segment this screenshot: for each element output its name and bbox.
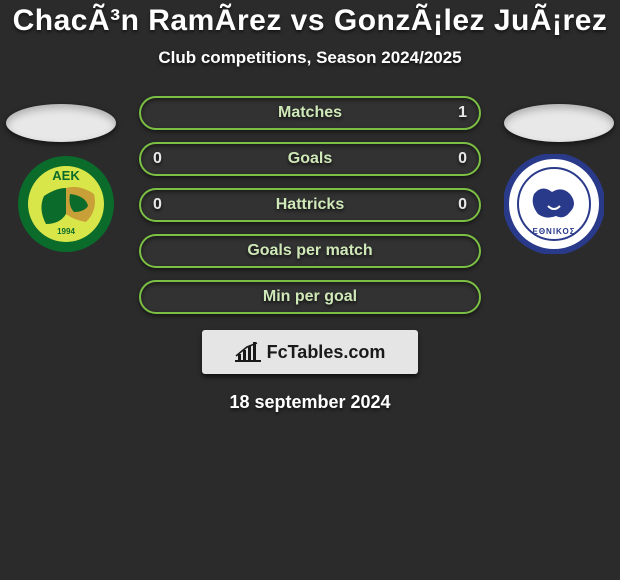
stat-right-value: 0 bbox=[458, 150, 467, 168]
svg-text:1994: 1994 bbox=[57, 227, 75, 236]
player-right-oval bbox=[504, 104, 614, 142]
page-subtitle: Club competitions, Season 2024/2025 bbox=[0, 48, 620, 68]
stat-row-min-per-goal: Min per goal bbox=[139, 280, 481, 314]
stat-label: Matches bbox=[278, 104, 342, 122]
stat-right-value: 1 bbox=[458, 104, 467, 122]
stat-row-hattricks: 0 Hattricks 0 bbox=[139, 188, 481, 222]
branding-inner: FcTables.com bbox=[235, 342, 386, 363]
page-title: ChacÃ³n RamÃ­rez vs GonzÃ¡lez JuÃ¡rez bbox=[0, 4, 620, 38]
stat-rows: Matches 1 0 Goals 0 0 Hattricks 0 Goals … bbox=[139, 96, 481, 314]
stat-label: Goals bbox=[288, 150, 332, 168]
branding-text: FcTables.com bbox=[267, 342, 386, 363]
branding-box: FcTables.com bbox=[202, 330, 418, 374]
svg-text:AEK: AEK bbox=[52, 168, 80, 183]
stat-left-value: 0 bbox=[153, 196, 162, 214]
bar-chart-icon bbox=[235, 342, 261, 362]
comparison-card: ChacÃ³n RamÃ­rez vs GonzÃ¡lez JuÃ¡rez Cl… bbox=[0, 0, 620, 580]
footer-date: 18 september 2024 bbox=[0, 392, 620, 413]
svg-text:ΕΘΝΙΚΟΣ: ΕΘΝΙΚΟΣ bbox=[533, 227, 576, 236]
stat-row-goals: 0 Goals 0 bbox=[139, 142, 481, 176]
stat-right-value: 0 bbox=[458, 196, 467, 214]
team-right-badge: ΕΘΝΙΚΟΣ bbox=[504, 154, 604, 254]
stat-label: Goals per match bbox=[247, 242, 372, 260]
stat-row-goals-per-match: Goals per match bbox=[139, 234, 481, 268]
team-left-badge: AEK 1994 bbox=[16, 154, 116, 254]
stat-label: Min per goal bbox=[263, 288, 357, 306]
ethnikos-badge-icon: ΕΘΝΙΚΟΣ bbox=[504, 154, 604, 254]
stat-row-matches: Matches 1 bbox=[139, 96, 481, 130]
stat-label: Hattricks bbox=[276, 196, 344, 214]
aek-badge-icon: AEK 1994 bbox=[16, 154, 116, 254]
stat-left-value: 0 bbox=[153, 150, 162, 168]
main-area: AEK 1994 ΕΘΝΙΚΟΣ bbox=[0, 96, 620, 413]
player-left-oval bbox=[6, 104, 116, 142]
